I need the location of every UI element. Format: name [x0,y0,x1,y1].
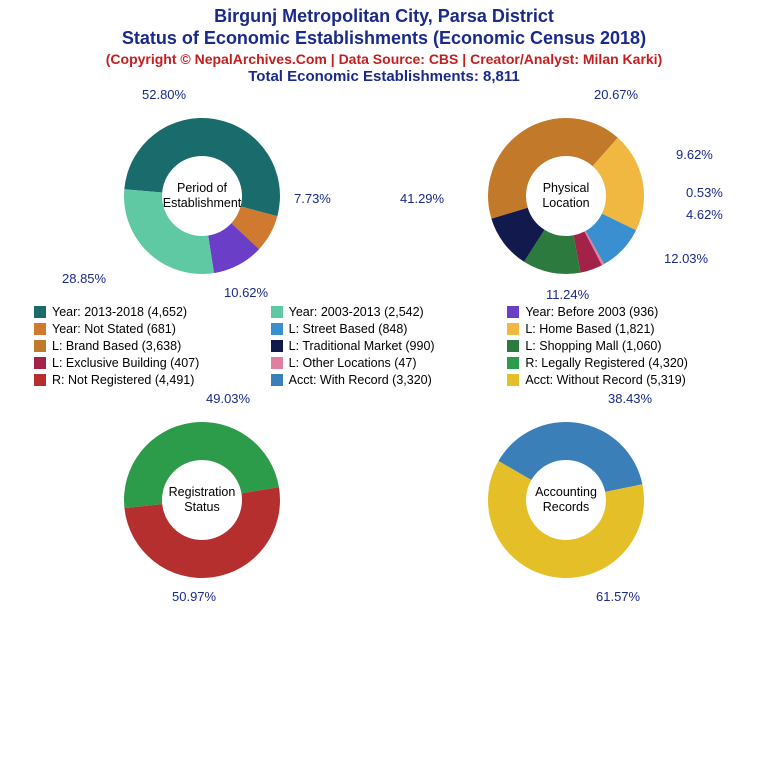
legend-text: L: Brand Based (3,638) [52,339,181,353]
legend-swatch [271,323,283,335]
legend-item: Year: 2013-2018 (4,652) [34,305,261,319]
pct-label: 10.62% [224,285,268,300]
legend: Year: 2013-2018 (4,652) Year: 2003-2013 (… [0,301,768,387]
legend-item: Acct: With Record (3,320) [271,373,498,387]
legend-text: L: Exclusive Building (407) [52,356,199,370]
legend-item: Acct: Without Record (5,319) [507,373,734,387]
pct-label: 12.03% [664,251,708,266]
bottom-chart-row: RegistrationStatus49.03%50.97% Accountin… [0,387,768,605]
legend-swatch [34,340,46,352]
legend-item: L: Other Locations (47) [271,356,498,370]
pct-label: 20.67% [594,87,638,102]
legend-text: Year: 2013-2018 (4,652) [52,305,187,319]
pct-label: 61.57% [596,589,640,604]
legend-text: Year: 2003-2013 (2,542) [289,305,424,319]
legend-item: L: Traditional Market (990) [271,339,498,353]
pct-label: 0.53% [686,185,723,200]
legend-item: Year: 2003-2013 (2,542) [271,305,498,319]
legend-text: Year: Not Stated (681) [52,322,176,336]
pct-label: 7.73% [294,191,331,206]
chart-center-label: RegistrationStatus [162,485,242,515]
chart-center-label: PhysicalLocation [526,181,606,211]
legend-text: R: Not Registered (4,491) [52,373,194,387]
legend-item: L: Shopping Mall (1,060) [507,339,734,353]
legend-text: L: Traditional Market (990) [289,339,435,353]
chart-center-label: Period ofEstablishment [162,181,242,211]
legend-swatch [34,306,46,318]
legend-text: Year: Before 2003 (936) [525,305,658,319]
legend-text: Acct: With Record (3,320) [289,373,432,387]
pct-label: 50.97% [172,589,216,604]
copyright-line: (Copyright © NepalArchives.Com | Data So… [10,51,758,67]
legend-swatch [507,340,519,352]
pct-label: 4.62% [686,207,723,222]
period-chart: Period ofEstablishment52.80%7.73%10.62%2… [32,91,372,301]
legend-item: R: Not Registered (4,491) [34,373,261,387]
registration-chart: RegistrationStatus49.03%50.97% [32,395,372,605]
pct-label: 28.85% [62,271,106,286]
legend-swatch [271,357,283,369]
pct-label: 11.24% [546,287,589,302]
location-chart: PhysicalLocation41.29%20.67%9.62%0.53%4.… [396,91,736,301]
legend-text: L: Street Based (848) [289,322,408,336]
legend-item: L: Exclusive Building (407) [34,356,261,370]
title-line-2: Status of Economic Establishments (Econo… [10,28,758,50]
pct-label: 52.80% [142,87,186,102]
legend-item: R: Legally Registered (4,320) [507,356,734,370]
legend-text: L: Other Locations (47) [289,356,417,370]
legend-swatch [34,323,46,335]
title-line-1: Birgunj Metropolitan City, Parsa Distric… [10,6,758,28]
top-chart-row: Period ofEstablishment 52.80% 7.73% 10.62% 2… [0,87,768,301]
pct-label: 41.29% [400,191,444,206]
legend-swatch [507,357,519,369]
legend-swatch [271,374,283,386]
pct-label: 9.62% [676,147,713,162]
legend-item: L: Home Based (1,821) [507,322,734,336]
legend-swatch [34,357,46,369]
total-line: Total Economic Establishments: 8,811 [10,68,758,85]
header: Birgunj Metropolitan City, Parsa Distric… [0,0,768,87]
legend-text: R: Legally Registered (4,320) [525,356,688,370]
legend-item: Year: Before 2003 (936) [507,305,734,319]
chart-center-label: AccountingRecords [526,485,606,515]
legend-text: L: Home Based (1,821) [525,322,654,336]
pct-label: 38.43% [608,391,652,406]
legend-swatch [507,306,519,318]
legend-swatch [271,340,283,352]
legend-text: L: Shopping Mall (1,060) [525,339,661,353]
legend-swatch [507,374,519,386]
legend-swatch [507,323,519,335]
legend-swatch [271,306,283,318]
accounting-chart: AccountingRecords38.43%61.57% [396,395,736,605]
legend-text: Acct: Without Record (5,319) [525,373,685,387]
pct-label: 49.03% [206,391,250,406]
legend-item: Year: Not Stated (681) [34,322,261,336]
legend-item: L: Street Based (848) [271,322,498,336]
legend-item: L: Brand Based (3,638) [34,339,261,353]
legend-swatch [34,374,46,386]
